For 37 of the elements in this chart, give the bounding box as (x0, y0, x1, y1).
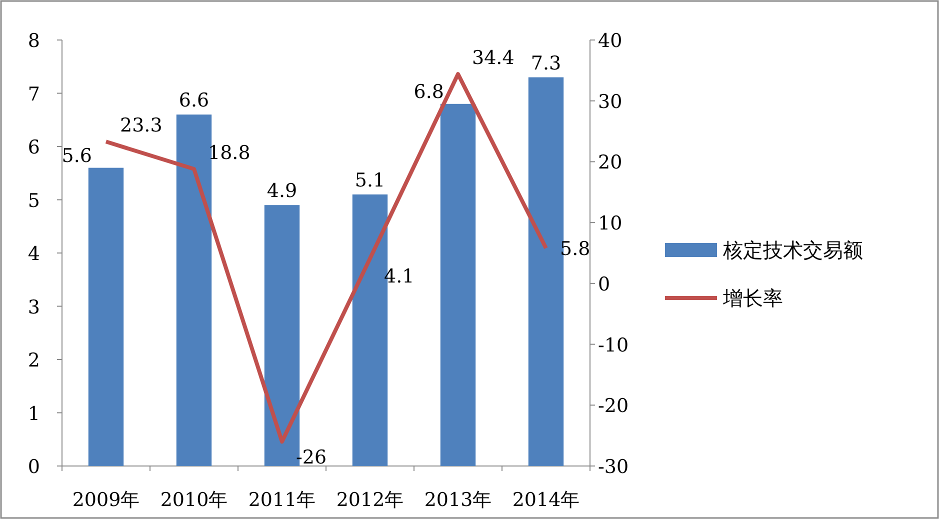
y2-tick-label: 20 (598, 152, 622, 174)
x-tick-label: 2014年 (512, 489, 580, 511)
data-label: 5.6 (62, 144, 92, 167)
y2-tick-label: 10 (598, 212, 622, 235)
x-tick-label: 2011年 (248, 489, 316, 511)
x-tick-label: 2010年 (160, 489, 228, 511)
y-tick-label: 8 (28, 30, 40, 52)
x-tick-label: 2012年 (336, 489, 404, 511)
data-label: 6.6 (178, 90, 210, 112)
line-series (104, 72, 548, 444)
y2-tick-label: 40 (598, 30, 622, 52)
y2-tick-label: -10 (598, 334, 629, 356)
y-tick-label: 4 (28, 243, 40, 265)
y2-tick-label: 30 (598, 90, 622, 113)
y-tick-label: 6 (28, 136, 40, 158)
y-tick-label: 1 (28, 402, 40, 425)
data-label: 6.8 (414, 80, 444, 103)
legend-label: 增长率 (722, 286, 783, 310)
x-tick-label: 2013年 (424, 489, 492, 511)
x-tick-label: 2009年 (72, 489, 140, 511)
data-label: 5.1 (354, 169, 386, 192)
y-tick-label: 2 (28, 350, 40, 372)
bar (440, 104, 476, 466)
data-label: 23.3 (120, 114, 162, 137)
y2-tick-label: -30 (598, 456, 629, 478)
y2-tick-label: -20 (598, 395, 629, 418)
y-tick-label: 0 (28, 456, 40, 478)
data-label: 4.9 (266, 180, 298, 202)
y-tick-label: 3 (28, 296, 40, 318)
bar (176, 114, 212, 466)
data-label: 34.4 (472, 47, 514, 70)
y2-tick-label: 0 (598, 273, 610, 296)
data-label: 7.3 (530, 52, 562, 74)
bar (88, 168, 124, 466)
y-tick-label: 5 (28, 190, 40, 212)
legend-label: 核定技术交易额 (722, 238, 863, 262)
y-tick-label: 7 (28, 83, 40, 106)
